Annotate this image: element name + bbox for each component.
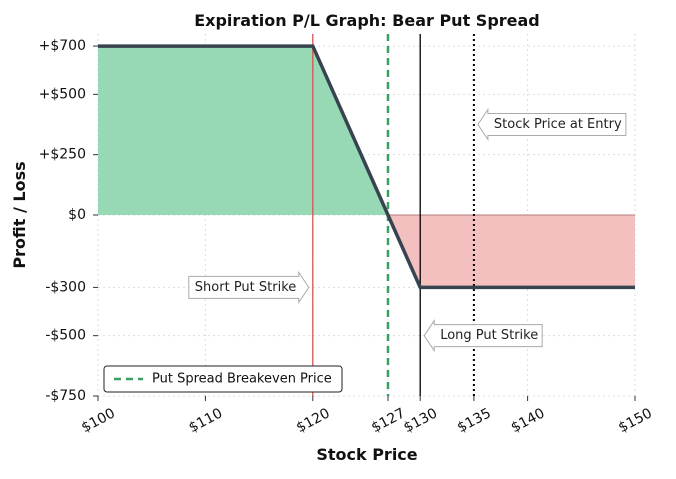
annotations: Stock Price at Entry Short Put Strike Long… bbox=[188, 107, 627, 353]
y-tick-label: -$500 bbox=[45, 328, 86, 344]
legend-entry-breakeven: Put Spread Breakeven Price bbox=[152, 372, 332, 387]
x-axis-label: Stock Price bbox=[316, 445, 417, 464]
y-tick-label: -$750 bbox=[45, 388, 86, 404]
annotation-callout bbox=[423, 319, 543, 353]
annotation-callout bbox=[477, 107, 627, 142]
x-tick-label: $100 bbox=[79, 405, 118, 436]
loss-area bbox=[387, 215, 635, 288]
y-axis-ticks: +$700 +$500 +$250 $0 -$300 -$500 -$750 bbox=[39, 38, 98, 404]
chart-title: Expiration P/L Graph: Bear Put Spread bbox=[194, 11, 540, 30]
x-tick-label: $140 bbox=[508, 405, 547, 436]
y-tick-label: $0 bbox=[68, 207, 86, 223]
annotation-callout bbox=[188, 270, 310, 305]
y-tick-label: -$300 bbox=[45, 279, 86, 295]
y-tick-label: +$250 bbox=[39, 147, 86, 163]
profit-area bbox=[98, 46, 388, 215]
annotation-label: Stock Price at Entry bbox=[494, 117, 622, 132]
x-tick-label: $135 bbox=[455, 405, 494, 436]
y-tick-label: +$500 bbox=[39, 86, 86, 102]
y-axis-label: Profit / Loss bbox=[10, 161, 29, 268]
pl-line-layer bbox=[98, 44, 635, 290]
x-tick-label: $110 bbox=[186, 405, 225, 436]
x-axis-ticks: $100 $110 $120 $127$130 $135 $140 $150 bbox=[79, 396, 655, 436]
annotation-label: Long Put Strike bbox=[440, 328, 538, 343]
x-tick-label: $150 bbox=[616, 405, 655, 436]
y-tick-label: +$700 bbox=[39, 38, 86, 54]
annotation-label: Short Put Strike bbox=[195, 280, 296, 295]
pl-fill-areas bbox=[98, 46, 635, 288]
pl-line bbox=[98, 44, 635, 290]
x-tick-label: $120 bbox=[294, 405, 333, 436]
legend-box bbox=[103, 365, 343, 393]
x-tick-label: $130 bbox=[401, 405, 440, 436]
legend: Put Spread Breakeven Price bbox=[103, 365, 343, 393]
